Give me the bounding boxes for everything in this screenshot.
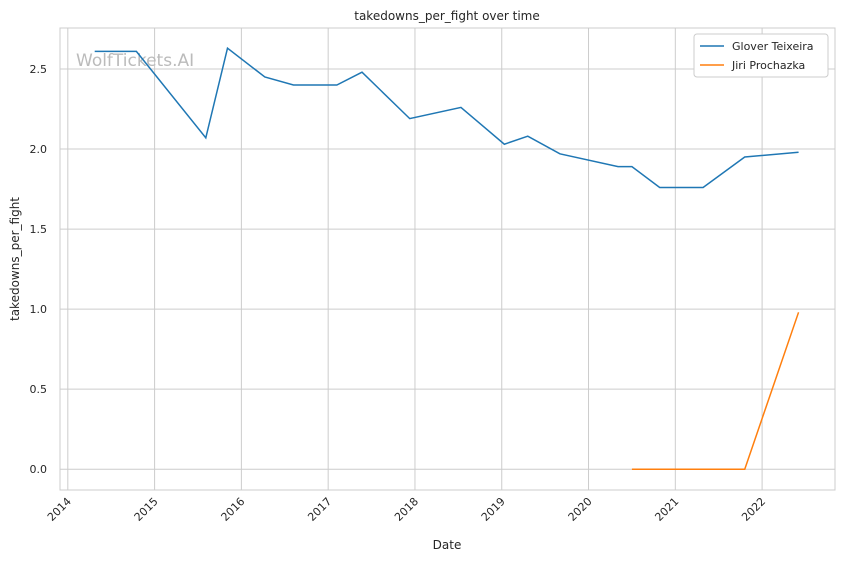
x-axis-label: Date [433, 538, 462, 552]
x-tick-label: 2022 [739, 495, 768, 524]
watermark: WolfTickets.AI [76, 51, 194, 71]
x-tick-label: 2019 [479, 495, 508, 524]
chart-title: takedowns_per_fight over time [354, 9, 540, 23]
plot-frame [60, 28, 835, 490]
y-tick-label: 0.0 [30, 463, 48, 476]
y-tick-label: 2.5 [30, 63, 48, 76]
x-tick-label: 2015 [132, 495, 161, 524]
y-tick-label: 2.0 [30, 143, 48, 156]
y-tick-label: 0.5 [30, 383, 48, 396]
y-tick-label: 1.5 [30, 223, 48, 236]
x-tick-label: 2017 [305, 495, 334, 524]
x-tick-label: 2018 [392, 495, 421, 524]
series-line-1 [632, 312, 799, 469]
y-tick-label: 1.0 [30, 303, 48, 316]
legend-label-0: Glover Teixeira [732, 40, 814, 53]
x-tick-label: 2021 [652, 495, 681, 524]
x-tick-label: 2016 [219, 495, 248, 524]
y-axis-label: takedowns_per_fight [8, 197, 22, 321]
legend-label-1: Jiri Prochazka [731, 59, 805, 72]
x-tick-label: 2020 [566, 495, 595, 524]
legend: Glover Teixeira Jiri Prochazka [694, 34, 828, 77]
x-tick-label: 2014 [45, 495, 74, 524]
